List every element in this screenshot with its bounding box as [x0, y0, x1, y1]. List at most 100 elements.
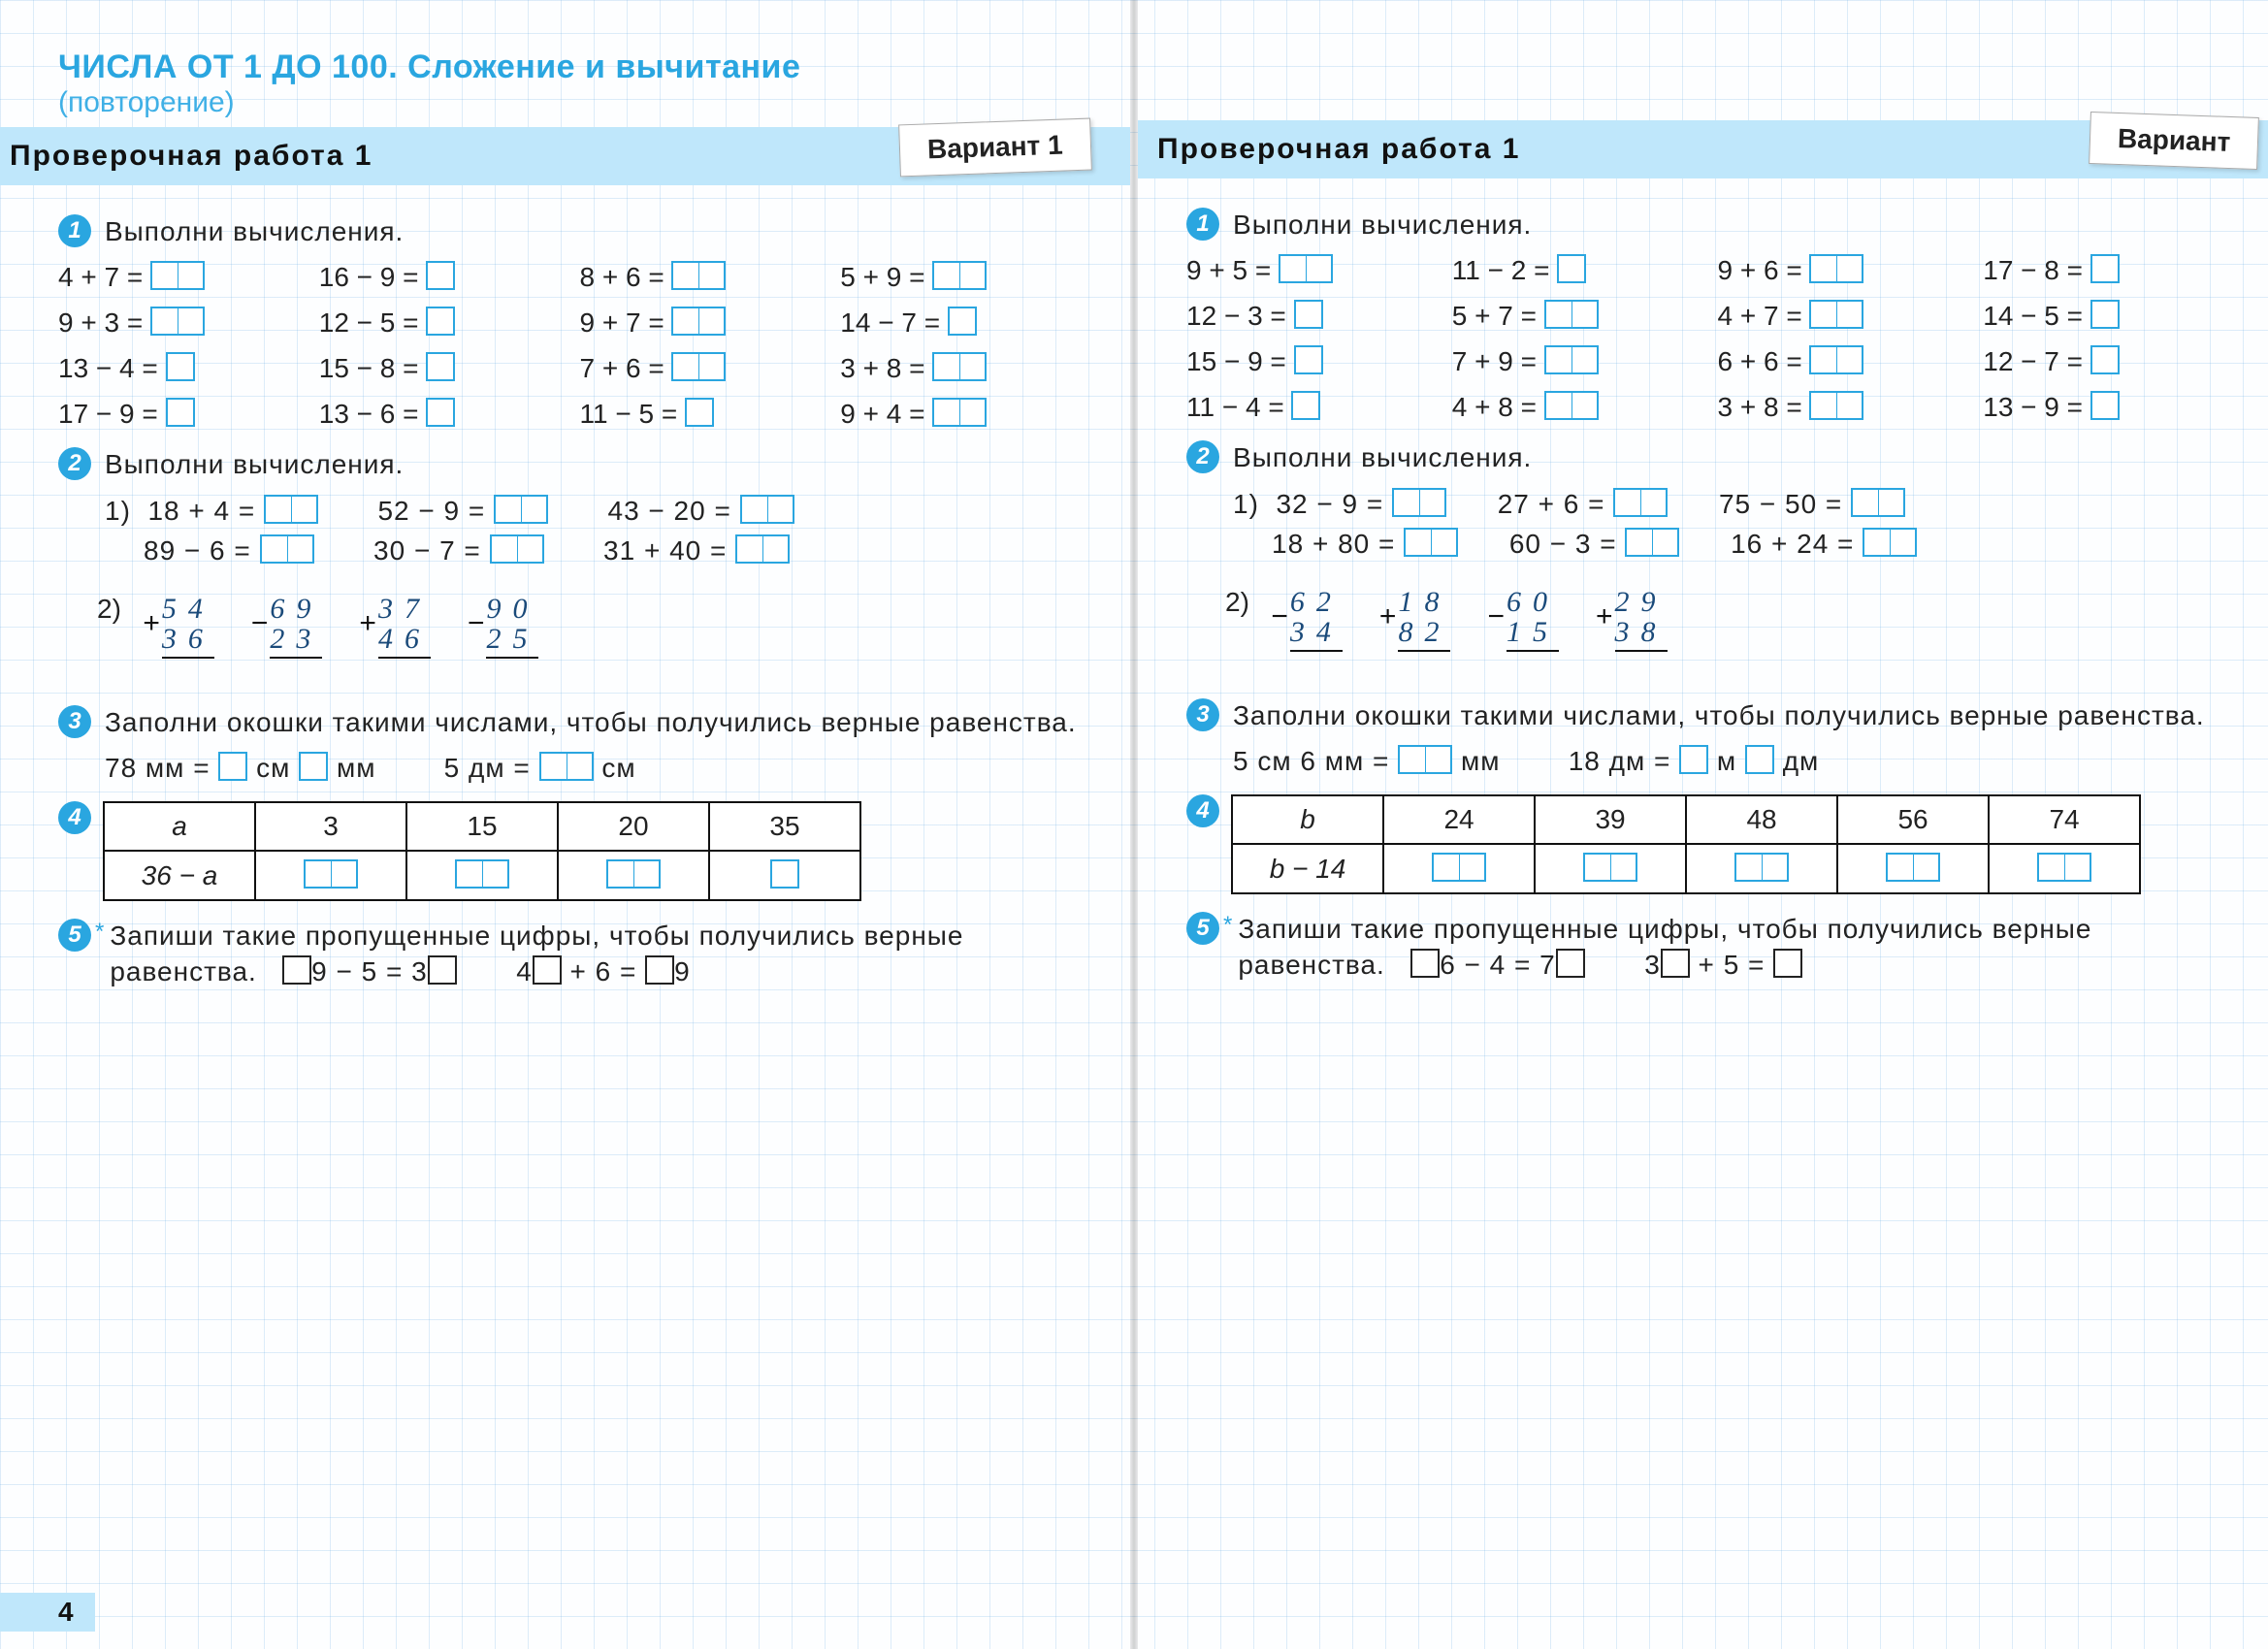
task-1: 1 Выполни вычисления. [1186, 208, 2239, 242]
answer-box[interactable] [1773, 949, 1802, 978]
answer-box[interactable] [1809, 300, 1863, 329]
answer-box[interactable] [1745, 745, 1774, 774]
answer-box[interactable] [490, 534, 544, 564]
answer-box[interactable] [426, 307, 455, 336]
answer-box[interactable] [1583, 853, 1637, 882]
answer-box[interactable] [1410, 949, 1440, 978]
answer-box[interactable] [1734, 853, 1789, 882]
task-badge: 3 [58, 705, 91, 738]
column-op: −6015 [1487, 587, 1559, 681]
answer-box[interactable] [1294, 300, 1323, 329]
answer-box[interactable] [645, 955, 674, 985]
answer-box[interactable] [1809, 345, 1863, 374]
answer-box[interactable] [533, 955, 562, 985]
answer-box[interactable] [455, 859, 509, 889]
answer-box[interactable] [770, 859, 799, 889]
answer-box[interactable] [1809, 254, 1863, 283]
answer-box[interactable] [1556, 949, 1585, 978]
task-badge: 1 [1186, 208, 1219, 241]
answer-box[interactable] [304, 859, 358, 889]
answer-box[interactable] [1279, 254, 1333, 283]
answer-box[interactable] [1432, 853, 1486, 882]
workbook-spread: ЧИСЛА ОТ 1 ДО 100. Сложение и вычитание … [0, 0, 2268, 1649]
answer-box[interactable] [1392, 488, 1446, 517]
answer-box[interactable] [685, 398, 714, 427]
answer-box[interactable] [932, 352, 987, 381]
answer-box[interactable] [1863, 528, 1917, 557]
answer-box[interactable] [1625, 528, 1679, 557]
answer-box[interactable] [260, 534, 314, 564]
column-op: +2938 [1596, 587, 1668, 681]
answer-box[interactable] [539, 752, 594, 781]
column-op: −6234 [1271, 587, 1343, 681]
work-header: Проверочная работа 1 Вариант [1138, 120, 2268, 178]
answer-box[interactable] [1661, 949, 1690, 978]
answer-box[interactable] [264, 495, 318, 524]
answer-box[interactable] [1544, 345, 1599, 374]
answer-box[interactable] [166, 352, 195, 381]
answer-box[interactable] [218, 752, 247, 781]
answer-box[interactable] [428, 955, 457, 985]
answer-box[interactable] [932, 261, 987, 290]
task-badge: 5 [58, 919, 91, 952]
answer-box[interactable] [1613, 488, 1668, 517]
task-badge: 1 [58, 214, 91, 247]
answer-box[interactable] [282, 955, 311, 985]
answer-box[interactable] [2090, 300, 2120, 329]
answer-box[interactable] [1679, 745, 1708, 774]
answer-box[interactable] [1291, 391, 1320, 420]
task-prompt: Запиши такие пропущенные цифры, чтобы по… [1238, 912, 2239, 983]
answer-box[interactable] [150, 261, 205, 290]
answer-box[interactable] [426, 398, 455, 427]
task-2: 2 Выполни вычисления. [1186, 440, 2239, 475]
answer-box[interactable] [606, 859, 661, 889]
task-badge: 4 [1186, 794, 1219, 827]
answer-box[interactable] [671, 261, 726, 290]
answer-box[interactable] [2090, 391, 2120, 420]
answer-box[interactable] [1557, 254, 1586, 283]
task-badge: 2 [1186, 440, 1219, 473]
column-op: +5436 [143, 594, 214, 688]
answer-box[interactable] [2090, 254, 2120, 283]
task-prompt: Запиши такие пропущенные цифры, чтобы по… [110, 919, 1091, 989]
answer-box[interactable] [299, 752, 328, 781]
answer-box[interactable] [494, 495, 548, 524]
answer-box[interactable] [166, 398, 195, 427]
answer-box[interactable] [932, 398, 987, 427]
star-icon: * [1223, 912, 1232, 983]
answer-box[interactable] [2037, 853, 2091, 882]
task4-table: a 3 15 20 35 36 − a [103, 801, 861, 901]
answer-box[interactable] [671, 307, 726, 336]
answer-box[interactable] [426, 261, 455, 290]
answer-box[interactable] [426, 352, 455, 381]
task-3: 3 Заполни окошки такими числами, чтобы п… [1186, 698, 2239, 733]
answer-box[interactable] [948, 307, 977, 336]
answer-box[interactable] [1544, 391, 1599, 420]
answer-box[interactable] [1851, 488, 1905, 517]
answer-box[interactable] [1404, 528, 1458, 557]
page-number: 4 [0, 1593, 95, 1632]
answer-box[interactable] [1886, 853, 1940, 882]
chapter-title: ЧИСЛА ОТ 1 ДО 100. Сложение и вычитание [58, 48, 1091, 86]
answer-box[interactable] [740, 495, 794, 524]
answer-box[interactable] [2090, 345, 2120, 374]
task-prompt: Заполни окошки такими числами, чтобы пол… [1233, 698, 2205, 733]
answer-box[interactable] [671, 352, 726, 381]
task-badge: 2 [58, 447, 91, 480]
answer-box[interactable] [1294, 345, 1323, 374]
work-header: Проверочная работа 1 Вариант 1 [0, 127, 1130, 185]
column-arithmetic: 2) +5436 −6923 +3746 −9025 [97, 594, 1091, 688]
answer-box[interactable] [1809, 391, 1863, 420]
variant-label: Вариант [2089, 112, 2259, 170]
task-badge: 4 [58, 801, 91, 834]
task4-table: b 24 39 48 56 74 b − 14 [1231, 794, 2141, 894]
column-op: +3746 [359, 594, 431, 688]
column-op: −6923 [251, 594, 323, 688]
page-right: Проверочная работа 1 Вариант 1 Выполни в… [1138, 0, 2268, 1649]
answer-box[interactable] [1398, 745, 1452, 774]
answer-box[interactable] [1544, 300, 1599, 329]
task1-grid: 4 + 7 = 16 − 9 = 8 + 6 = 5 + 9 = 9 + 3 =… [58, 261, 1091, 430]
answer-box[interactable] [735, 534, 790, 564]
work-title: Проверочная работа 1 [10, 140, 373, 173]
answer-box[interactable] [150, 307, 205, 336]
